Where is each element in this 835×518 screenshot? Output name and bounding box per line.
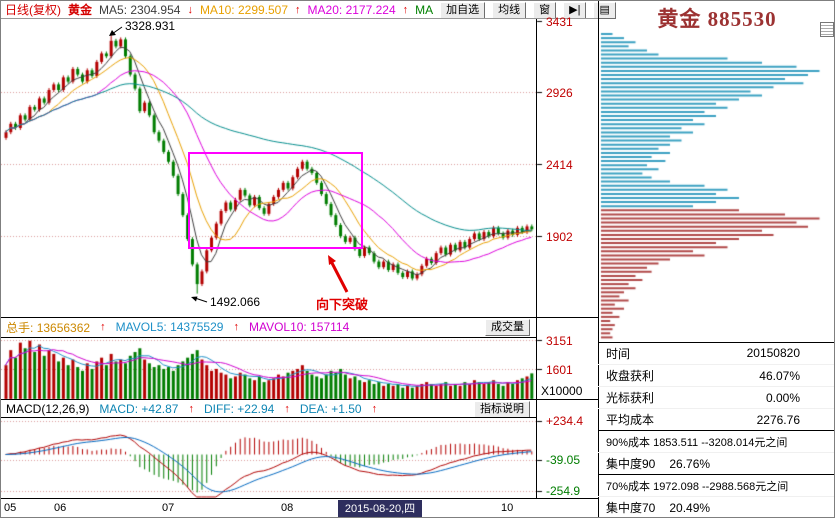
month-label-08[interactable]: 08 xyxy=(281,502,294,514)
row-value: 20.49% xyxy=(669,500,711,515)
month-label-05[interactable]: 05 xyxy=(4,502,17,514)
indicator-help-button[interactable]: 指标说明 xyxy=(474,401,530,418)
row-label: 集中度90 xyxy=(606,457,656,471)
price-axis-label: 2926 xyxy=(546,86,573,100)
mavol5-label: MAVOL5: 14375529 xyxy=(115,320,224,334)
row-label: 集中度70 xyxy=(606,501,656,515)
row-label: 收盘获利 xyxy=(606,369,655,383)
month-label-10[interactable]: 10 xyxy=(501,502,514,514)
month-label-06[interactable]: 06 xyxy=(54,502,67,514)
ma20-arrow-icon: ↑ xyxy=(402,4,409,16)
diff-value-label: DIFF: +22.94 xyxy=(203,401,275,416)
volume-axis-label: 3151 xyxy=(546,334,573,348)
row-label: 平均成本 xyxy=(606,413,655,427)
row-label: 光标获利 xyxy=(606,391,655,405)
period-label[interactable]: 日线(复权) xyxy=(5,3,61,17)
divider xyxy=(1,399,598,400)
peak-price-annotation: 3328.931 xyxy=(125,19,176,33)
macd-value-label: MACD: +42.87 xyxy=(99,401,179,416)
table-row: 时间 20150820 xyxy=(598,342,834,364)
row-label: 时间 xyxy=(606,346,631,361)
divider xyxy=(1,417,536,418)
row-value: 0.00% xyxy=(765,390,800,405)
table-row: 90%成本 1853.511 --3208.014元之间 xyxy=(598,430,834,452)
row-value: 26.76% xyxy=(669,456,711,471)
divider xyxy=(1,317,598,318)
macd-name-label[interactable]: MACD(12,26,9) xyxy=(6,401,90,416)
divider xyxy=(1,18,598,19)
ma10-label: MA10: 2299.507 xyxy=(199,3,289,17)
row-value: 2276.76 xyxy=(756,412,800,427)
row-label: 90%成本 1853.511 --3208.014元之间 xyxy=(606,436,788,449)
macd-header: MACD(12,26,9) MACD: +42.87 ↑ DIFF: +22.94… xyxy=(1,400,536,418)
macd-axis-label: -39.05 xyxy=(546,453,581,467)
price-axis-label: 3431 xyxy=(546,15,573,29)
breakout-annotation: 向下突破 xyxy=(316,297,369,312)
panel-page-icon[interactable] xyxy=(820,22,834,37)
volume-axis-label: 1601 xyxy=(546,363,573,377)
volume-arrow-icon: ↑ xyxy=(100,321,106,333)
table-row: 光标获利 0.00% xyxy=(598,386,834,408)
cursor-date-badge: 2015-08-20,四 xyxy=(338,500,422,517)
symbol-title: 黄金 885530 xyxy=(657,7,777,31)
divider xyxy=(1,337,536,338)
volume-pane-button[interactable]: 成交量 xyxy=(485,319,530,336)
price-axis-label: 1902 xyxy=(546,230,573,244)
row-value: 46.07% xyxy=(759,368,800,383)
chip-stats-table: 时间 20150820 收盘获利 46.07% 光标获利 0.00% 平均成本 2276… xyxy=(598,342,834,517)
ma-settings-button[interactable]: 均线 xyxy=(492,1,527,19)
mavol10-label: MAVOL10: 157114 xyxy=(248,320,350,334)
table-row: 70%成本 1972.098 --2988.568元之间 xyxy=(598,474,834,496)
ma5-label: MA5: 2304.954 xyxy=(99,3,181,17)
toolbar: 日线(复权) 黄金 MA5: 2304.954 ↓ MA10: 2299.507 ↑… xyxy=(1,1,616,19)
divider xyxy=(598,342,834,343)
diff-arrow-icon: ↑ xyxy=(284,402,290,415)
macd-arrow-icon: ↑ xyxy=(188,402,194,415)
divider xyxy=(598,1,599,517)
dea-arrow-icon: ↑ xyxy=(371,402,378,415)
volume-total-label: 总手: 13656362 xyxy=(6,320,91,335)
divider xyxy=(1,498,598,499)
add-watchlist-button[interactable]: 加自选 xyxy=(440,1,486,19)
dea-value-label: DEA: +1.50 xyxy=(299,401,362,416)
volume-unit-label: X10000 xyxy=(541,384,583,398)
ma5-arrow-icon: ↓ xyxy=(187,4,193,16)
grid-icon[interactable]: ▤ xyxy=(593,1,616,19)
macd-axis-label: -254.9 xyxy=(546,484,581,498)
volume-header: 总手: 13656362 ↑ MAVOL5: 14375529 ↑ MAVOL10:… xyxy=(1,317,536,337)
table-row: 收盘获利 46.07% xyxy=(598,364,834,386)
price-axis-label: 2414 xyxy=(546,158,573,172)
macd-axis-label: +234.4 xyxy=(546,414,584,428)
trough-price-annotation: 1492.066 xyxy=(210,295,261,309)
divider xyxy=(536,19,537,498)
ma20-label: MA20: 2177.224 xyxy=(307,3,396,17)
ma10-arrow-icon: ↑ xyxy=(295,4,301,16)
ma-more-label: MA xyxy=(415,3,434,17)
row-label: 70%成本 1972.098 --2988.568元之间 xyxy=(606,480,789,493)
table-row: 平均成本 2276.76 xyxy=(598,408,834,430)
table-row: 集中度70 20.49% xyxy=(598,496,834,517)
symbol-label: 黄金 xyxy=(68,3,93,17)
month-label-07[interactable]: 07 xyxy=(162,502,175,514)
row-value: 20150820 xyxy=(746,346,800,360)
table-row: 集中度90 26.76% xyxy=(598,452,834,474)
mavol5-arrow-icon: ↑ xyxy=(233,321,239,333)
